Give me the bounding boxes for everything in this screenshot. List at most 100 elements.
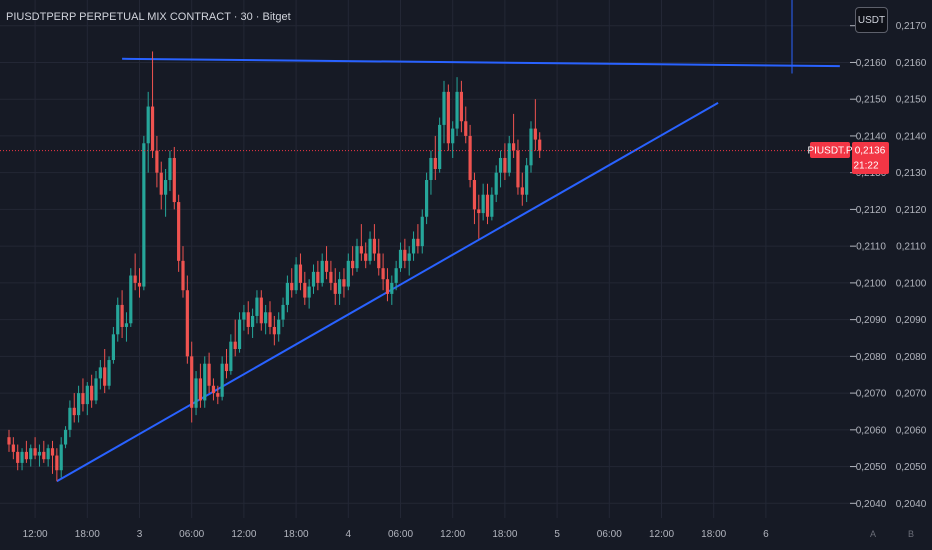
y-tick-label: 0,2160 (896, 58, 927, 69)
candle-body (329, 271, 333, 283)
candle-body (525, 165, 529, 195)
candle-body (372, 238, 376, 254)
candle-body (368, 238, 372, 261)
x-tick-label: 18:00 (284, 529, 309, 540)
candle-body (7, 437, 11, 445)
candle-body (316, 271, 320, 283)
candle-body (259, 297, 263, 324)
candle-body (351, 260, 355, 269)
candle-body (172, 157, 176, 203)
candle-body (298, 264, 303, 283)
candle-body (211, 385, 216, 394)
candle-body (150, 106, 155, 151)
candle-body (420, 216, 424, 247)
candle-body (346, 260, 350, 287)
candle-body (177, 202, 181, 261)
x-tick-label: 06:00 (388, 529, 413, 540)
y-tick-label: 0,2050 (896, 462, 927, 473)
y-tick-label-inner: 0,2120 (856, 205, 887, 216)
candle-body (290, 282, 294, 291)
candle-body (24, 451, 28, 460)
candle-body (94, 378, 98, 401)
candle-body (507, 143, 511, 173)
candle-body (425, 180, 429, 217)
candle-body (429, 157, 433, 181)
y-tick-label-inner: 0,2050 (856, 462, 887, 473)
y-tick-label: 0,2120 (896, 205, 927, 216)
candle-body (416, 238, 420, 247)
candle-body (442, 91, 446, 125)
candle-body (324, 260, 329, 272)
x-tick-label: 12:00 (231, 529, 256, 540)
candle-body (385, 279, 390, 294)
candle-body (242, 312, 246, 320)
candle-body (520, 187, 524, 195)
last-price-bg (852, 142, 889, 174)
candle-body (155, 150, 159, 173)
y-tick-label-inner: 0,2090 (856, 315, 887, 326)
candle-body (394, 268, 398, 283)
y-tick-label-inner: 0,2040 (856, 499, 887, 510)
candle-body (307, 286, 311, 298)
time-axis[interactable]: 12:00 18:00 3 06:00 12:00 18:00 4 06:00 12:00 18:… (23, 529, 770, 540)
candle-body (37, 451, 42, 456)
x-tick-label: 18:00 (701, 529, 726, 540)
candle-body (133, 275, 137, 283)
trendline-resistance[interactable] (122, 57, 840, 68)
candle-body (146, 106, 150, 144)
candle-body (194, 378, 198, 408)
candle-body (342, 279, 346, 287)
x-tick-label: 18:00 (75, 529, 100, 540)
candle-body (216, 393, 220, 397)
candle-body (364, 253, 368, 261)
bar-countdown: 21:22 (853, 161, 878, 172)
candle-body (381, 268, 385, 280)
candle-body (164, 180, 168, 195)
candle-body (46, 448, 50, 460)
candle-body (251, 315, 255, 327)
candle-body (59, 444, 63, 471)
candle-body (237, 319, 242, 350)
candle-body (377, 253, 381, 269)
candle-body (11, 444, 15, 452)
currency-button[interactable]: USDT (855, 7, 888, 33)
candle-body (516, 150, 520, 188)
candle-body (438, 124, 442, 169)
candles (7, 51, 542, 482)
y-tick-label-inner: 0,2140 (856, 131, 887, 142)
candle-body (320, 260, 324, 283)
auto-scale-button[interactable]: A (870, 529, 877, 539)
y-tick-label: 0,2100 (896, 278, 927, 289)
candle-body (503, 157, 507, 173)
candle-body (512, 143, 516, 151)
candle-body (281, 304, 285, 320)
x-tick-label: 4 (346, 529, 352, 540)
x-tick-label: 06:00 (179, 529, 204, 540)
candle-body (359, 246, 363, 254)
symbol-label-bg (810, 142, 850, 158)
candle-body (190, 356, 194, 408)
candle-body (16, 451, 20, 463)
candle-body (494, 172, 498, 195)
price-label-group: PIUSDT.P 0,2136 21:22 (807, 142, 889, 174)
price-axis[interactable]: 0,21700,21700,21600,21600,21500,21500,21… (850, 21, 927, 510)
chart-title: PIUSDTPERP PERPETUAL MIX CONTRACT · 30 ·… (6, 11, 291, 23)
candle-body (63, 429, 68, 445)
candle-body (207, 363, 211, 386)
log-scale-button[interactable]: B (908, 529, 915, 539)
candle-body (98, 367, 102, 379)
candle-body (168, 157, 172, 181)
candle-body (20, 451, 24, 463)
candle-body (538, 139, 542, 151)
x-tick-label: 12:00 (649, 529, 674, 540)
candle-body (85, 385, 89, 405)
candle-body (55, 455, 59, 471)
candle-body (116, 304, 120, 335)
candle-body (107, 360, 111, 386)
candle-body (277, 319, 281, 335)
y-tick-label: 0,2040 (896, 499, 927, 510)
y-tick-label: 0,2110 (896, 242, 926, 253)
x-tick-label: 12:00 (23, 529, 48, 540)
candle-body (72, 407, 76, 416)
